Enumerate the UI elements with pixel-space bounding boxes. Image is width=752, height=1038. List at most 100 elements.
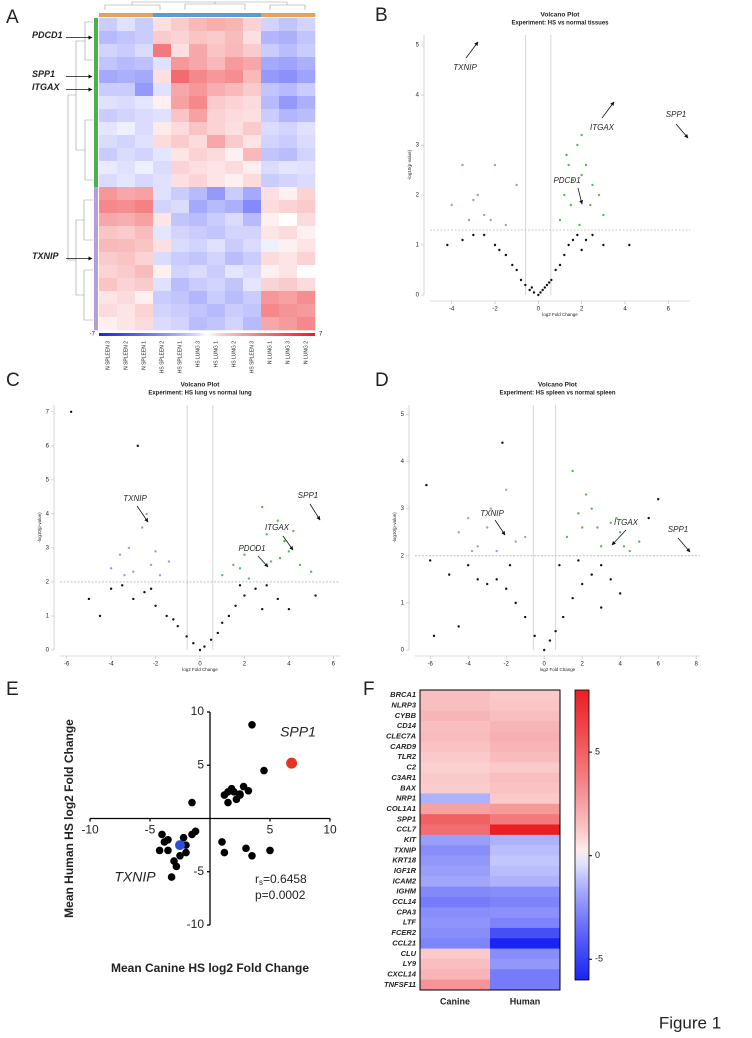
annotation: TXNIP	[453, 63, 477, 72]
heatmap-cell	[420, 710, 491, 722]
heatmap-cell	[135, 18, 154, 32]
column-label: N LUNG 1	[267, 341, 273, 364]
heatmap-cell	[225, 187, 244, 201]
row-group-bar	[94, 226, 98, 240]
heatmap-cell	[171, 96, 190, 110]
point	[198, 648, 202, 652]
heatmap-cell	[420, 700, 491, 711]
column-label: HS SPLEEN 2	[159, 341, 165, 373]
heatmap-cell	[420, 917, 491, 929]
row-group-bar	[94, 174, 98, 188]
heatmap-cell	[207, 122, 226, 136]
heatmap-cell	[279, 239, 298, 253]
row-group-bar	[94, 200, 98, 214]
row-label: TLR2	[397, 752, 417, 761]
heatmap-cell	[171, 18, 190, 32]
heatmap-cell	[420, 896, 491, 908]
heatmap-cell	[420, 741, 491, 753]
point	[543, 648, 546, 652]
point	[287, 607, 291, 611]
heatmap-cell	[189, 109, 208, 123]
heatmap-cell	[225, 57, 244, 71]
point	[580, 248, 583, 252]
row-label: KRT18	[392, 856, 416, 865]
point	[265, 533, 268, 536]
point	[524, 283, 527, 287]
heatmap-cell	[171, 57, 190, 71]
x-tick-label: -10	[81, 823, 99, 837]
row-label: SPP1	[397, 814, 416, 823]
point	[160, 838, 169, 846]
row-group-bar	[94, 31, 98, 45]
heatmap-cell	[207, 317, 226, 331]
x-tick-label: 8	[695, 662, 699, 668]
heatmap-cell	[117, 252, 136, 266]
point	[260, 766, 268, 775]
point	[547, 281, 551, 284]
heatmap-cell	[297, 83, 316, 97]
heatmap-cell	[135, 317, 154, 331]
point	[141, 526, 144, 529]
point	[581, 582, 584, 586]
point	[238, 567, 242, 570]
point	[571, 469, 574, 473]
row-label: CLU	[401, 949, 417, 958]
point	[576, 143, 579, 147]
row-group-bar	[94, 265, 98, 279]
heatmap-cell	[171, 265, 190, 279]
row-label: ITGAX	[32, 82, 60, 92]
heatmap-cell	[117, 96, 136, 110]
point	[600, 545, 603, 548]
stat-subscript: s	[259, 878, 263, 887]
row-label: BRCA1	[390, 690, 416, 699]
row-label: CARD9	[390, 742, 417, 751]
point	[550, 278, 553, 282]
point	[123, 573, 126, 577]
point	[127, 546, 131, 550]
heatmap-cell	[243, 135, 262, 149]
heatmap-cell	[297, 213, 316, 227]
point	[136, 444, 139, 448]
point	[584, 163, 588, 167]
heatmap-cell	[243, 122, 262, 136]
heatmap-cell	[99, 213, 118, 227]
heatmap-cell	[490, 948, 561, 960]
heatmap-cell	[490, 752, 561, 763]
x-tick-label: -2	[504, 662, 510, 668]
heatmap-cell	[207, 265, 226, 279]
heatmap-cell	[207, 226, 226, 240]
heatmap-cell	[153, 252, 172, 266]
arrow	[309, 503, 321, 521]
point	[501, 441, 504, 444]
heatmap-cell	[279, 213, 298, 227]
heatmap-cell	[225, 148, 244, 162]
heatmap-cell	[243, 213, 262, 227]
point	[143, 590, 146, 594]
point	[504, 253, 508, 257]
point	[541, 288, 544, 292]
point	[578, 223, 581, 227]
row-label: IGHM	[396, 887, 416, 896]
heatmap-cell	[490, 783, 561, 794]
heatmap-cell	[153, 18, 172, 32]
heatmap-cell	[153, 317, 172, 331]
point	[158, 573, 162, 577]
point	[638, 540, 641, 543]
heatmap-cell	[243, 83, 262, 97]
heatmap-cell	[189, 252, 208, 266]
y-tick-label: 4	[416, 93, 420, 99]
column-label: HS LUNG 1	[213, 341, 219, 368]
point	[179, 833, 188, 842]
heatmap-cell	[153, 57, 172, 71]
heatmap-cell	[490, 741, 561, 753]
point	[615, 516, 618, 520]
heatmap-cell	[99, 291, 118, 305]
point	[182, 848, 190, 857]
heatmap-cell	[99, 44, 118, 58]
column-label: N LUNG 3	[285, 341, 291, 364]
heatmap-cell	[261, 96, 280, 110]
heatmap-cell	[117, 109, 136, 123]
point	[164, 846, 172, 855]
point	[109, 587, 113, 590]
heatmap-cell	[490, 793, 561, 805]
